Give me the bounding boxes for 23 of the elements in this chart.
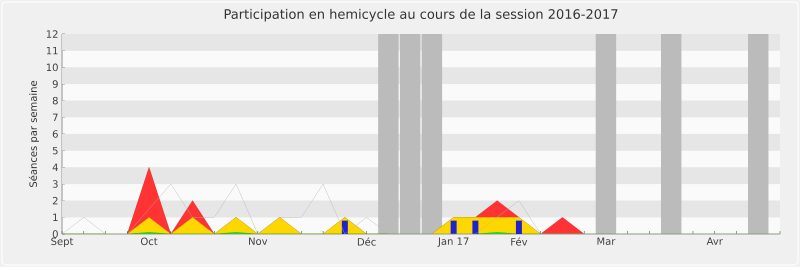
- y-tick-label: 7: [52, 114, 58, 121]
- y-tick-label: 10: [46, 64, 58, 72]
- y-tick-label: 0: [52, 230, 58, 238]
- x-tick-label: Oct: [140, 238, 158, 246]
- x-tick-label: Sept: [51, 238, 74, 248]
- x-tick-label: Nov: [249, 238, 268, 245]
- y-tick-label: 12: [46, 30, 58, 38]
- x-tick-label: Mar: [597, 238, 616, 245]
- y-tick-label: 8: [52, 96, 58, 104]
- chart-title: Participation en hemicycle au cours de la session 2016-2017: [224, 8, 618, 22]
- y-tick-label: 9: [52, 80, 58, 88]
- y-tick-label: 3: [52, 180, 58, 188]
- x-tick-label: Déc: [358, 238, 376, 246]
- x-tick-label: Fév: [511, 238, 528, 246]
- y-tick-label: 4: [52, 164, 58, 171]
- y-tick-label: 6: [52, 130, 58, 138]
- x-tick-label: Jan 17: [437, 238, 468, 247]
- y-tick-label: 1: [53, 214, 58, 221]
- x-tick-label: Avr: [706, 238, 723, 245]
- y-tick-label: 2: [52, 196, 58, 204]
- y-tick-label: 11: [46, 47, 58, 54]
- y-tick-label: 5: [52, 146, 58, 154]
- y-axis-title: Séances par semaine: [28, 80, 39, 187]
